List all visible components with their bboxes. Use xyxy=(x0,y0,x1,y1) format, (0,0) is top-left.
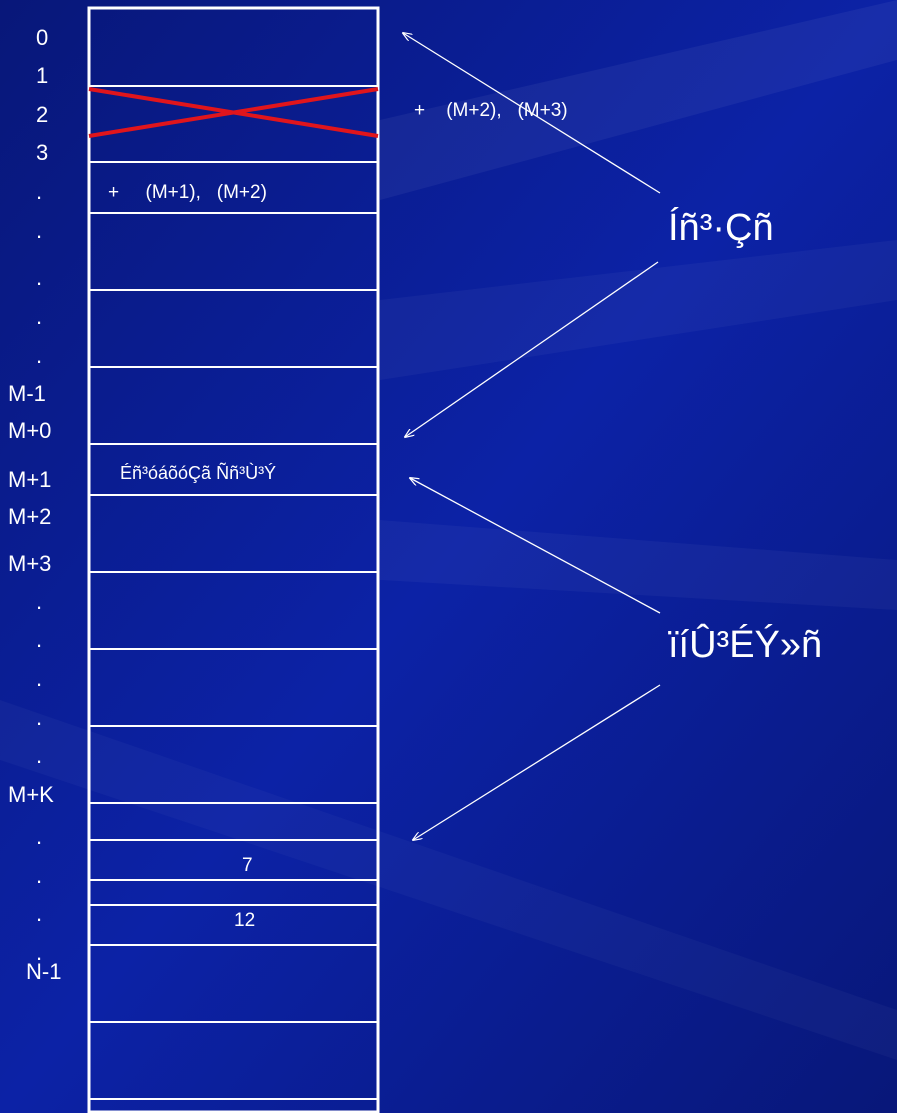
address-label: M+1 xyxy=(8,467,52,492)
cross-out-mark xyxy=(88,87,379,138)
address-label: N-1 xyxy=(26,959,62,984)
address-label: . xyxy=(36,743,43,768)
address-label: . xyxy=(36,940,43,965)
address-label: 2 xyxy=(36,102,49,127)
address-label: M+3 xyxy=(8,551,52,576)
address-label: . xyxy=(36,179,43,204)
lower-label: ïíÛ³ÉÝ»ñ xyxy=(668,624,823,666)
crossed-cell-note: + (M+2), (M+3) xyxy=(414,100,568,121)
address-label: 1 xyxy=(36,63,49,88)
address-label: . xyxy=(36,304,43,329)
address-label: 3 xyxy=(36,140,49,165)
cell-m1-content: Éñ³óáõóÇã Ññ³Ù³Ý xyxy=(120,463,277,483)
upper-label: Íñ³·Çñ xyxy=(668,207,774,249)
cell-3-content: + (M+1), (M+2) xyxy=(108,182,267,203)
address-label: . xyxy=(36,901,43,926)
address-label: . xyxy=(36,343,43,368)
cell-value-b: 12 xyxy=(234,910,256,931)
address-label: M-1 xyxy=(8,381,46,406)
address-label: M+K xyxy=(8,782,54,807)
address-label: . xyxy=(36,824,43,849)
address-label: . xyxy=(36,863,43,888)
address-label: 0 xyxy=(36,25,49,50)
address-label: . xyxy=(36,666,43,691)
address-label: . xyxy=(36,705,43,730)
address-label: M+0 xyxy=(8,418,52,443)
arrow-upper-bottom xyxy=(405,261,659,437)
arrow-upper-top xyxy=(403,33,661,194)
cell-dividers xyxy=(89,85,378,1100)
address-label: . xyxy=(36,218,43,243)
arrow-lower-top xyxy=(410,478,661,614)
memory-outline xyxy=(87,6,380,1113)
address-label: M+2 xyxy=(8,504,52,529)
address-label: . xyxy=(36,265,43,290)
address-label: . xyxy=(36,589,43,614)
address-label: . xyxy=(36,627,43,652)
arrow-lower-bottom xyxy=(413,684,661,840)
cell-value-a: 7 xyxy=(242,855,253,876)
